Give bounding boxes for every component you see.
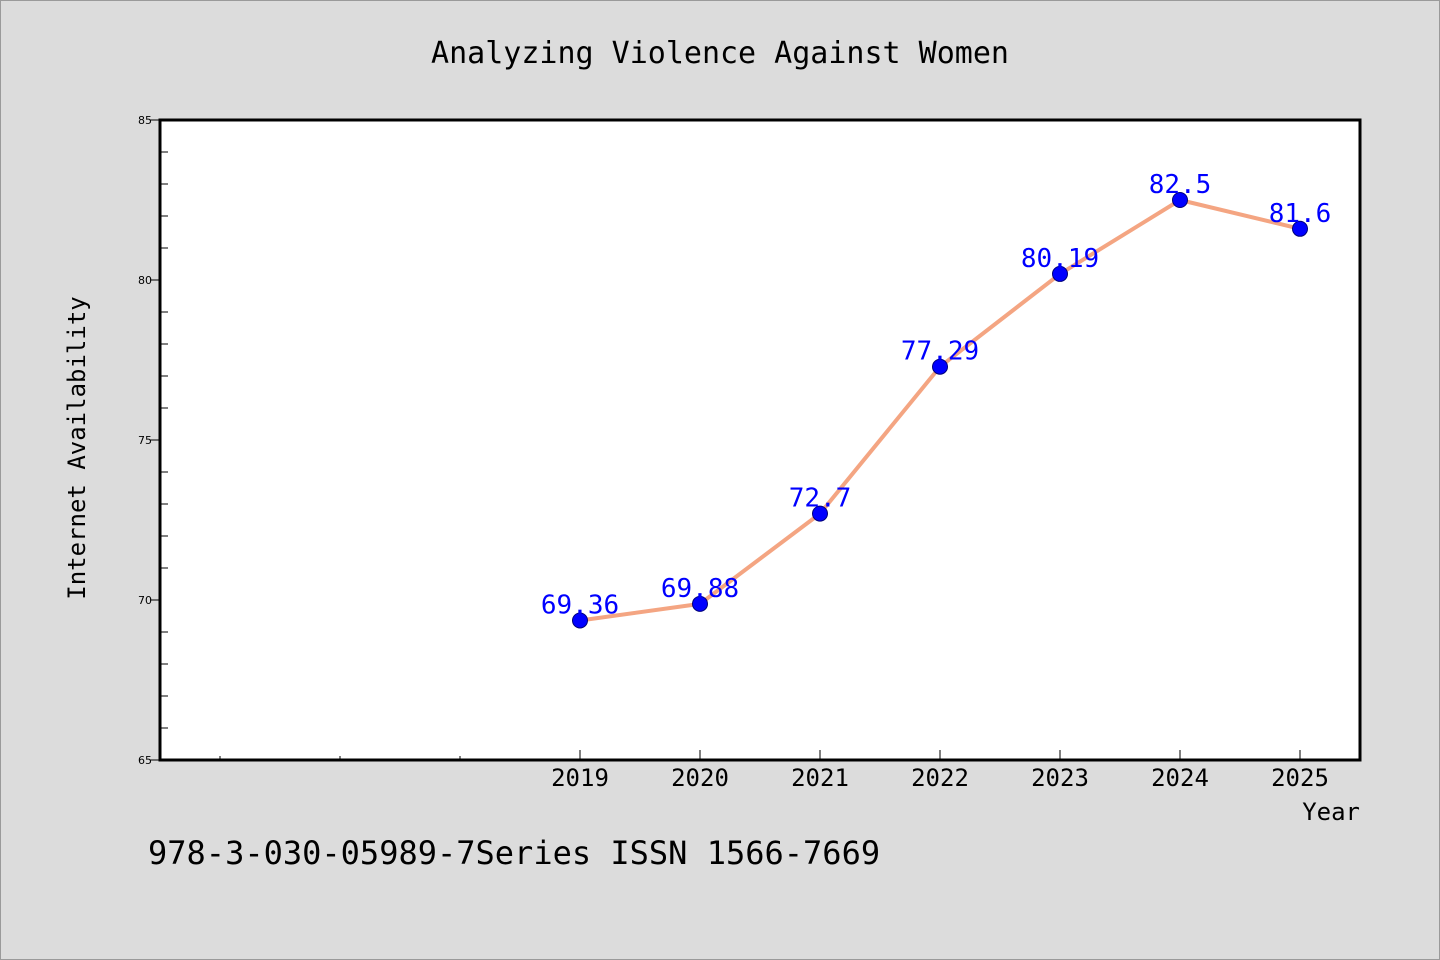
data-label: 81.6 (1269, 199, 1332, 229)
y-axis-label: Internet Availability (63, 296, 91, 599)
data-labels-layer: 69.36 69.88 72.7 77.29 80.19 82.5 81.6 (541, 170, 1331, 620)
data-label: 82.5 (1149, 170, 1212, 200)
x-axis-label: Year (1302, 798, 1360, 826)
data-point (1052, 265, 1068, 282)
data-point (1172, 192, 1188, 208)
y-tick-label: 70 (138, 594, 152, 607)
data-point (812, 505, 828, 522)
y-tick-label: 65 (138, 754, 152, 767)
x-tick-label: 2021 (791, 764, 849, 792)
footer-text: 978-3-030-05989-7Series ISSN 1566-7669 (148, 834, 880, 872)
y-axis: 65 70 75 80 85 (138, 114, 168, 767)
series-layer (572, 192, 1308, 629)
y-tick-label: 75 (138, 434, 152, 447)
data-label: 69.88 (661, 574, 739, 604)
data-label: 77.29 (901, 337, 979, 367)
data-label: 72.7 (789, 484, 852, 514)
data-point (572, 612, 588, 629)
x-tick-label: 2025 (1271, 764, 1329, 792)
chart-title: Analyzing Violence Against Women (431, 36, 1009, 71)
x-axis: 2019 2020 2021 2022 2023 2024 2025 (219, 750, 1329, 792)
data-point (1292, 220, 1308, 237)
data-label: 80.19 (1021, 244, 1099, 274)
x-tick-label: 2023 (1031, 764, 1089, 792)
x-tick-label: 2024 (1151, 764, 1209, 792)
y-tick-label: 85 (138, 114, 152, 127)
data-label: 69.36 (541, 590, 619, 620)
y-tick-label: 80 (138, 274, 152, 287)
data-point (932, 358, 948, 375)
x-tick-label: 2020 (671, 764, 729, 792)
x-tick-label: 2022 (911, 764, 969, 792)
x-tick-label: 2019 (551, 764, 609, 792)
plot-area (158, 118, 1362, 762)
data-point (692, 595, 708, 612)
